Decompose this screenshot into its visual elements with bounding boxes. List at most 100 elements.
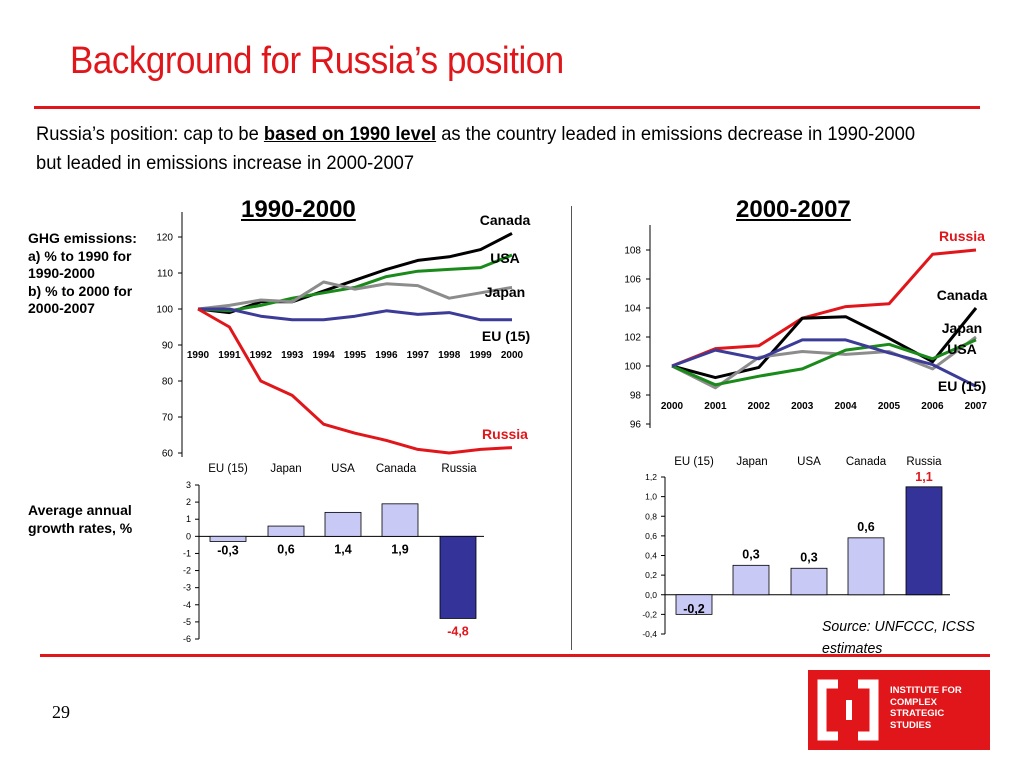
series-label-japan: Japan [485,284,525,300]
bar-value-label-japan: 0,3 [742,547,759,561]
x-tick-label-1998: 1998 [438,350,461,361]
x-tick-label-1996: 1996 [375,350,398,361]
bar-y-tick-label: 2 [186,497,191,507]
series-label-usa: USA [947,341,977,357]
bar-category-japan: Japan [736,456,767,468]
bar-value-label-eu-15: -0,2 [683,602,705,616]
y-tick-label-96: 96 [630,420,642,431]
y-tick-label-106: 106 [624,275,641,286]
bar-y-tick-label: -4 [183,600,191,610]
bar-y-tick-label: 0,6 [645,531,657,541]
series-line-usa [197,253,513,313]
series-line-usa [671,338,977,387]
bar-russia [439,535,477,619]
y-tick-label-60: 60 [162,449,174,460]
bar-y-tick-label: 1,2 [645,472,657,482]
y-tick-label-98: 98 [630,391,642,402]
x-tick-label-2005: 2005 [878,401,901,412]
charts-divider [571,206,572,650]
bar-y-tick-label: -3 [183,583,191,593]
y-tick-label-110: 110 [157,269,173,280]
bar-category-canada: Canada [846,456,887,468]
series-line-russia [197,307,513,455]
bar-category-russia: Russia [906,456,942,468]
series-line-eu-15 [198,307,512,322]
series-label-usa: USA [490,250,520,266]
period-title-2000-2007: 2000-2007 [736,196,851,223]
x-tick-label-2000: 2000 [501,350,524,361]
series-label-russia: Russia [482,426,528,442]
x-tick-label-1994: 1994 [312,350,335,361]
bar-y-tick-label: 1 [186,514,191,524]
series-label-japan: Japan [942,320,982,336]
bar-value-label-usa: 0,3 [800,550,817,564]
bar-y-tick-label: -5 [183,617,191,627]
bar-category-eu-15: EU (15) [674,456,714,468]
line-chart-1990-2000: 60 70 80 90 100 110 120 1990 1991 1992 1993 1994 199… [156,212,530,460]
bar-y-tick-label: -6 [183,634,191,644]
bar-value-label-canada: 1,9 [391,542,408,556]
x-tick-label-1991: 1991 [218,350,241,361]
logo-text: INSTITUTE FOR COMPLEX STRATEGIC STUDIES [890,685,962,731]
bar-y-tick-label: -0,4 [642,629,657,639]
series-line-canada [197,232,513,315]
x-tick-label-2002: 2002 [748,401,771,412]
series-line-russia [671,248,977,368]
slide-title: Background for Russia’s position [70,40,564,82]
x-tick-label-1997: 1997 [407,350,430,361]
bar-russia [905,486,943,596]
logo-mark-icon [817,676,879,744]
y-tick-label-80: 80 [162,377,174,388]
subtitle-emphasis: based on 1990 level [263,123,437,145]
series-line-japan [671,335,977,390]
line-chart-2000-2007: 96 98 100 102 104 106 108 2000 2001 2002 2003 2004 2… [624,225,987,431]
subtitle-text-post: as the country leaded in emissions decre… [36,123,916,174]
y-tick-label-108: 108 [624,246,641,257]
bar-value-label-russia: 1,1 [915,470,932,484]
bar-usa [790,567,828,596]
bar-y-tick-label: 0,8 [645,511,657,521]
bar-category-canada: Canada [376,463,417,475]
bar-usa [324,511,362,537]
x-tick-label-2003: 2003 [791,401,814,412]
bar-y-tick-label: 3 [186,480,191,490]
slide-subtitle: Russia’s position: cap to be based on 19… [36,120,929,178]
y-tick-label-100: 100 [156,305,173,316]
y-tick-label-104: 104 [624,304,641,315]
x-tick-label-2001: 2001 [704,401,727,412]
bar-eu-15 [209,535,247,542]
bar-value-label-eu-15: -0,3 [217,543,239,557]
series-label-eu-15: EU (15) [482,328,530,344]
subtitle-text-pre: Russia’s position: cap to be [36,123,264,145]
x-tick-label-1993: 1993 [281,350,304,361]
y-tick-label-120: 120 [156,233,173,244]
y-tick-label-100: 100 [624,362,641,373]
bar-value-label-japan: 0,6 [277,542,294,556]
series-label-canada: Canada [937,287,988,303]
bar-y-tick-label: -2 [183,566,191,576]
x-tick-label-2006: 2006 [921,401,944,412]
x-tick-label-1992: 1992 [250,350,273,361]
y-tick-label-90: 90 [162,341,174,352]
period-title-1990-2000: 1990-2000 [241,196,356,223]
source-note: Source: UNFCCC, ICSS estimates [822,618,975,657]
bar-eu-15 [675,594,713,615]
x-tick-label-2004: 2004 [834,401,857,412]
y-tick-label-102: 102 [624,333,641,344]
series-line-eu-15 [671,338,977,388]
bar-chart-growth-2000-2007: -0,4 -0,2 0,0 0,2 0,4 0,6 0,8 1,0 1,2 EU (15) -0,2… [642,456,950,639]
x-tick-label-1999: 1999 [469,350,492,361]
bar-y-tick-label: -0,2 [642,609,657,619]
series-line-japan [197,280,513,311]
bar-japan [267,525,305,537]
x-tick-label-1990: 1990 [187,350,210,361]
footer-rule [40,654,990,657]
bar-y-tick-label: 0,4 [645,551,657,561]
series-label-russia: Russia [939,228,985,244]
bar-canada [847,537,885,596]
page-number: 29 [52,702,70,722]
bar-japan [732,564,770,596]
x-tick-label-1995: 1995 [344,350,367,361]
ghg-emissions-label: GHG emissions: a) % to 1990 for 1990-200… [28,230,137,316]
